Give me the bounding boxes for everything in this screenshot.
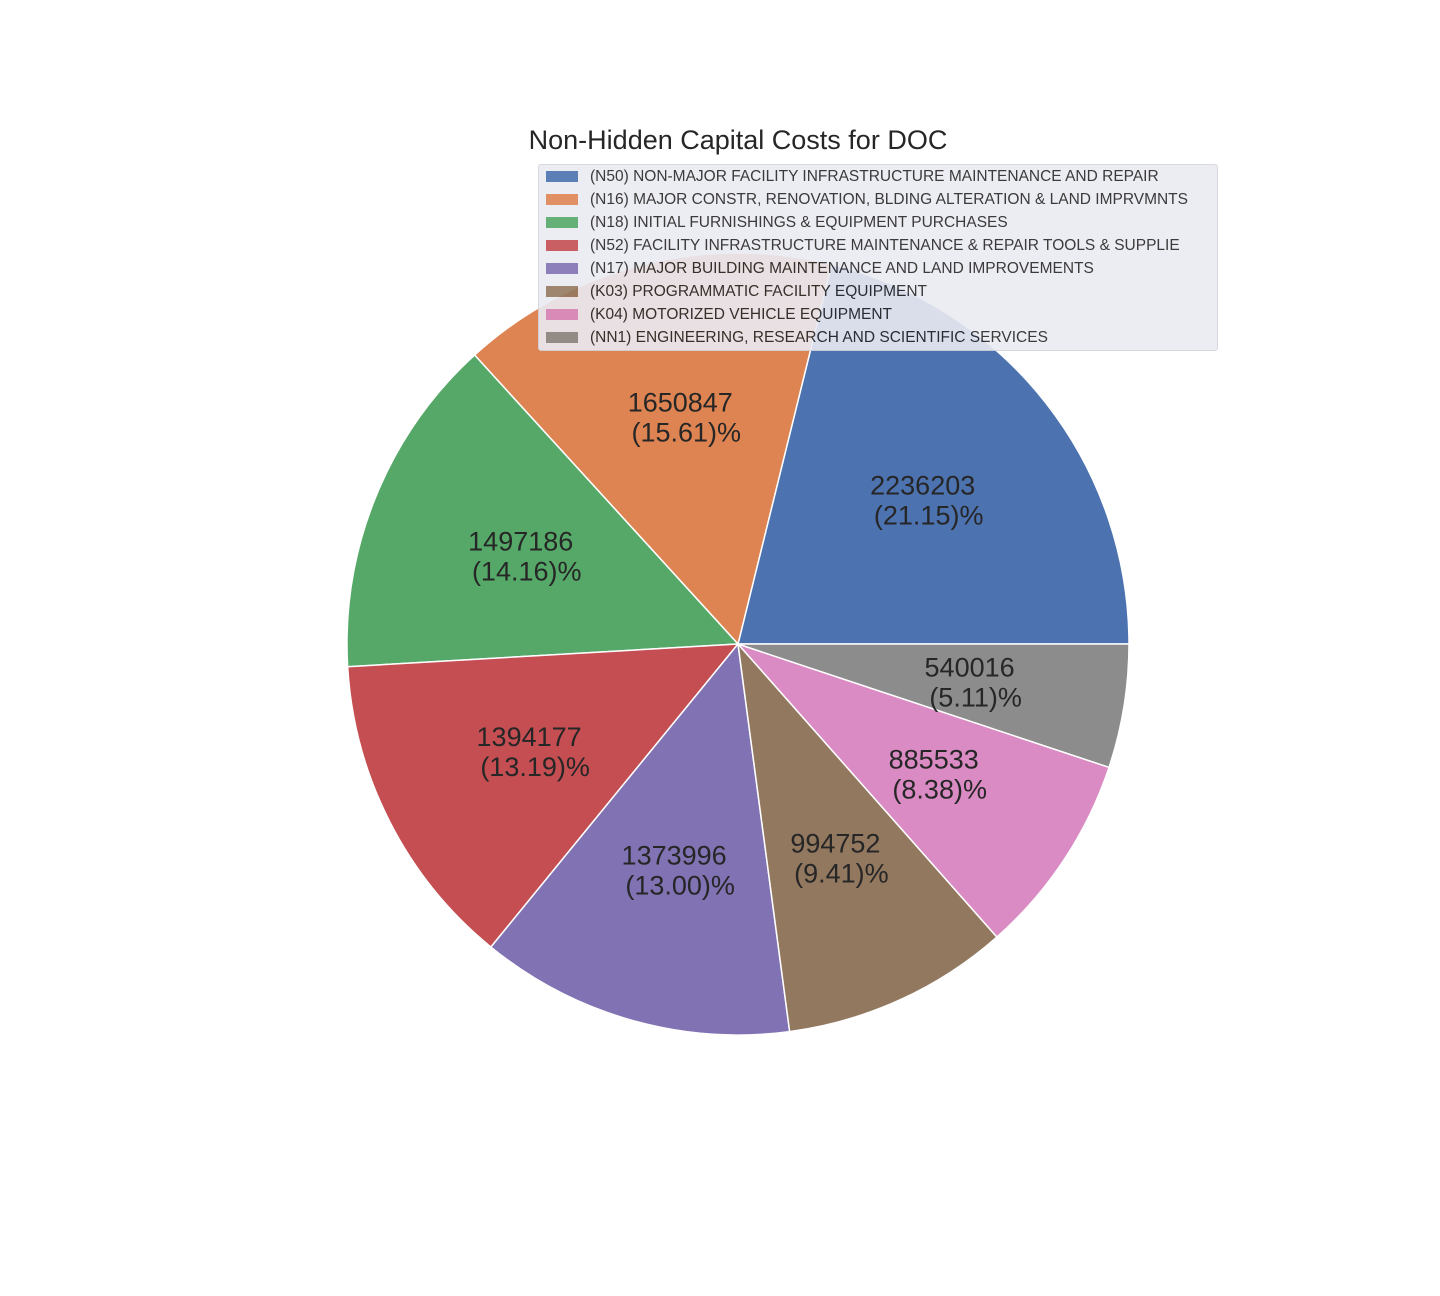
legend-swatch [546, 194, 578, 205]
slice-data-label: 1497186 (14.16)% [468, 527, 581, 587]
legend-label: (N18) INITIAL FURNISHINGS & EQUIPMENT PU… [590, 213, 1008, 231]
legend-swatch [546, 286, 578, 297]
legend-swatch [546, 309, 578, 320]
slice-data-label: 1650847 (15.61)% [628, 388, 741, 448]
legend-item: (K04) MOTORIZED VEHICLE EQUIPMENT [539, 303, 892, 326]
slice-percent-label: (21.15)% [874, 500, 984, 530]
slice-percent-label: (15.61)% [631, 418, 741, 448]
legend-item: (N16) MAJOR CONSTR, RENOVATION, BLDING A… [539, 188, 1188, 211]
legend-swatch [546, 217, 578, 228]
slice-percent-label: (5.11)% [929, 682, 1022, 712]
slice-data-label: 2236203 (21.15)% [870, 470, 983, 530]
slice-data-label: 540016 (5.11)% [925, 652, 1022, 712]
slice-data-label: 994752 (9.41)% [790, 828, 888, 888]
legend-item: (N52) FACILITY INFRASTRUCTURE MAINTENANC… [539, 234, 1180, 257]
legend-label: (N17) MAJOR BUILDING MAINTENANCE AND LAN… [590, 259, 1094, 277]
legend-label: (N16) MAJOR CONSTR, RENOVATION, BLDING A… [590, 190, 1188, 208]
pie-slice [737, 643, 1110, 938]
legend-swatch [546, 171, 578, 182]
slice-value-label: 1373996 [622, 841, 727, 871]
slice-value-label: 1394177 [477, 722, 582, 752]
slice-value-label: 994752 [790, 828, 880, 858]
slice-data-label: 885533 (8.38)% [889, 744, 987, 804]
pie-slice [490, 643, 791, 1036]
slice-percent-label: (13.19)% [480, 752, 590, 782]
slice-value-label: 885533 [889, 744, 979, 774]
pie-slice [346, 354, 739, 668]
slice-percent-label: (8.38)% [892, 774, 987, 804]
chart-title: Non-Hidden Capital Costs for DOC [528, 125, 948, 155]
legend-item: (NN1) ENGINEERING, RESEARCH AND SCIENTIF… [539, 326, 1048, 349]
legend-label: (K04) MOTORIZED VEHICLE EQUIPMENT [590, 305, 893, 323]
pie-slice [737, 643, 998, 1033]
slice-percent-label: (9.41)% [794, 858, 889, 888]
slice-data-label: 1394177 (13.19)% [477, 722, 590, 782]
legend-item: (N18) INITIAL FURNISHINGS & EQUIPMENT PU… [539, 211, 1008, 234]
legend-item: (N17) MAJOR BUILDING MAINTENANCE AND LAN… [539, 257, 1094, 280]
legend-label: (K03) PROGRAMMATIC FACILITY EQUIPMENT [590, 282, 928, 300]
legend-item: (N50) NON-MAJOR FACILITY INFRASTRUCTURE … [539, 165, 1159, 188]
legend-label: (NN1) ENGINEERING, RESEARCH AND SCIENTIF… [590, 328, 1048, 346]
slice-value-label: 1497186 [468, 527, 573, 557]
slice-value-label: 1650847 [628, 388, 733, 418]
slice-data-label: 1373996 (13.00)% [622, 841, 735, 901]
pie-labels: 2236203 (21.15)% 1650847 (15.61)% 1497186 (14… [468, 388, 1022, 901]
slice-value-label: 540016 [925, 652, 1015, 682]
legend-label: (N52) FACILITY INFRASTRUCTURE MAINTENANC… [590, 236, 1180, 254]
legend-swatch [546, 263, 578, 274]
pie-slice [737, 643, 1130, 769]
slice-percent-label: (13.00)% [625, 871, 735, 901]
slice-value-label: 2236203 [870, 470, 975, 500]
legend-label: (N50) NON-MAJOR FACILITY INFRASTRUCTURE … [590, 167, 1159, 185]
pie-slice [346, 643, 739, 948]
legend-item: (K03) PROGRAMMATIC FACILITY EQUIPMENT [539, 280, 927, 303]
slice-percent-label: (14.16)% [472, 557, 582, 587]
legend-swatch [546, 240, 578, 251]
legend-swatch [546, 332, 578, 343]
legend: (N50) NON-MAJOR FACILITY INFRASTRUCTURE … [538, 164, 1218, 351]
pie-slices [346, 252, 1130, 1036]
